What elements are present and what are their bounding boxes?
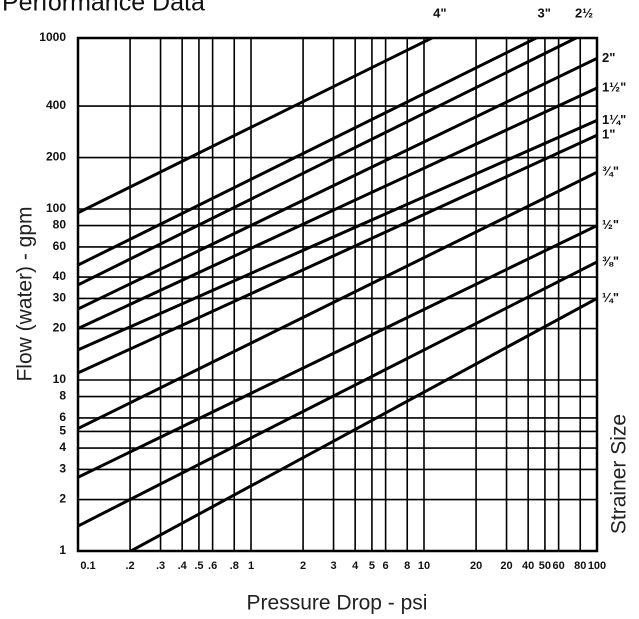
x-tick-label: .5: [194, 560, 203, 572]
series-line: [78, 86, 597, 330]
y-tick-label: 5: [59, 424, 66, 438]
series-label: 4": [433, 5, 446, 20]
y-tick-label: 100: [46, 201, 66, 215]
series-line: [78, 224, 597, 479]
x-tick-label: 20: [500, 560, 512, 572]
series-line: [78, 38, 436, 215]
series-line: [78, 133, 597, 375]
y-axis-label: Flow (water) - gpm: [14, 206, 37, 381]
x-axis-label: Pressure Drop - psi: [247, 592, 428, 615]
x-tick-label: 10: [418, 560, 430, 572]
series-line: [78, 38, 540, 267]
x-tick-label: 20: [470, 560, 482, 572]
y-tick-label: 1: [59, 543, 66, 557]
x-tick-label: 8: [404, 560, 410, 572]
series-line: [127, 297, 597, 551]
series-label: 2": [602, 50, 615, 65]
x-tick-label: .6: [208, 560, 217, 572]
grid: [77, 37, 598, 552]
series-label: 2½: [575, 5, 593, 20]
series-label: 3": [538, 5, 551, 20]
x-tick-label: .4: [178, 560, 188, 572]
x-tick-label: .8: [230, 560, 239, 572]
y-tick-label: 80: [53, 218, 67, 232]
series-line: [78, 38, 580, 287]
y-tick-label: 6: [59, 410, 66, 424]
series-label: ¼": [602, 290, 619, 305]
right-axis-label: Strainer Size: [608, 414, 631, 534]
x-tick-label: 100: [588, 560, 606, 572]
y-tick-label: 2: [59, 492, 66, 506]
series-label: 1¼": [602, 112, 626, 127]
x-tick-label: 5: [369, 560, 375, 572]
series-line: [78, 118, 597, 352]
series-label: ¾": [602, 164, 619, 179]
lines: [78, 38, 597, 551]
x-tick-label: 1: [248, 560, 254, 572]
series-line: [78, 57, 597, 311]
series-line: [78, 170, 597, 430]
x-tick-label: 0.1: [80, 560, 95, 572]
x-tick-label: 4: [352, 560, 359, 572]
x-tick-label: 50: [539, 560, 551, 572]
y-tick-label: 30: [53, 291, 67, 305]
series-line: [78, 260, 597, 528]
y-tick-label: 3: [59, 462, 66, 476]
y-tick-label: 20: [53, 321, 67, 335]
x-tick-label: 80: [574, 560, 586, 572]
y-tick-label: 400: [46, 98, 66, 112]
y-tick-label: 4: [59, 440, 66, 454]
series-label: 1": [602, 127, 615, 142]
series-label: 1½": [602, 79, 626, 94]
x-tick-label: .3: [156, 560, 165, 572]
y-tick-label: 8: [59, 389, 66, 403]
x-tick-label: 2: [300, 560, 306, 572]
y-tick-label: 10: [53, 372, 67, 386]
y-tick-label: 40: [53, 269, 67, 283]
series-label: ½": [602, 217, 619, 232]
series-label: ⅜": [602, 253, 619, 268]
x-tick-label: .2: [125, 560, 134, 572]
plot-frame: [76, 36, 599, 553]
y-tick-label: 200: [46, 150, 66, 164]
y-tick-label: 1000: [39, 30, 66, 44]
x-tick-label: 60: [552, 560, 564, 572]
x-tick-label: 6: [383, 560, 389, 572]
y-tick-label: 60: [53, 239, 67, 253]
chart-title: Performance Data: [2, 0, 205, 17]
x-tick-label: 3: [330, 560, 336, 572]
x-tick-label: 40: [522, 560, 534, 572]
